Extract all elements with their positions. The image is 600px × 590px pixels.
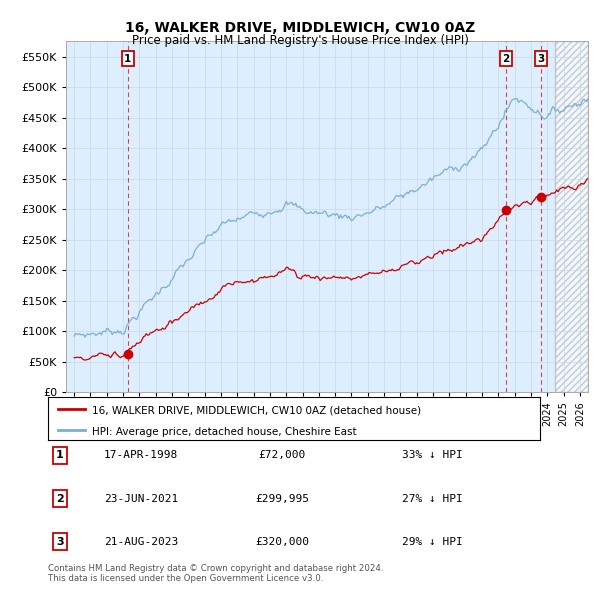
Text: £72,000: £72,000 bbox=[259, 451, 305, 460]
Text: Price paid vs. HM Land Registry's House Price Index (HPI): Price paid vs. HM Land Registry's House … bbox=[131, 34, 469, 47]
Bar bbox=[556, 41, 588, 392]
Text: £299,995: £299,995 bbox=[255, 494, 309, 503]
Text: 3: 3 bbox=[56, 537, 64, 546]
Text: 29% ↓ HPI: 29% ↓ HPI bbox=[402, 537, 463, 546]
Text: £320,000: £320,000 bbox=[255, 537, 309, 546]
Text: 3: 3 bbox=[538, 54, 545, 64]
Text: 33% ↓ HPI: 33% ↓ HPI bbox=[402, 451, 463, 460]
Text: Contains HM Land Registry data © Crown copyright and database right 2024.
This d: Contains HM Land Registry data © Crown c… bbox=[48, 563, 383, 583]
Text: 1: 1 bbox=[124, 54, 131, 64]
Text: 17-APR-1998: 17-APR-1998 bbox=[104, 451, 178, 460]
Text: 16, WALKER DRIVE, MIDDLEWICH, CW10 0AZ (detached house): 16, WALKER DRIVE, MIDDLEWICH, CW10 0AZ (… bbox=[92, 406, 421, 416]
Text: 16, WALKER DRIVE, MIDDLEWICH, CW10 0AZ: 16, WALKER DRIVE, MIDDLEWICH, CW10 0AZ bbox=[125, 21, 475, 35]
Text: 1: 1 bbox=[56, 451, 64, 460]
Text: 21-AUG-2023: 21-AUG-2023 bbox=[104, 537, 178, 546]
Text: 2: 2 bbox=[56, 494, 64, 503]
Bar bbox=[556, 41, 588, 392]
Text: HPI: Average price, detached house, Cheshire East: HPI: Average price, detached house, Ches… bbox=[92, 427, 357, 437]
Text: 27% ↓ HPI: 27% ↓ HPI bbox=[402, 494, 463, 503]
Text: 2: 2 bbox=[502, 54, 509, 64]
Text: 23-JUN-2021: 23-JUN-2021 bbox=[104, 494, 178, 503]
